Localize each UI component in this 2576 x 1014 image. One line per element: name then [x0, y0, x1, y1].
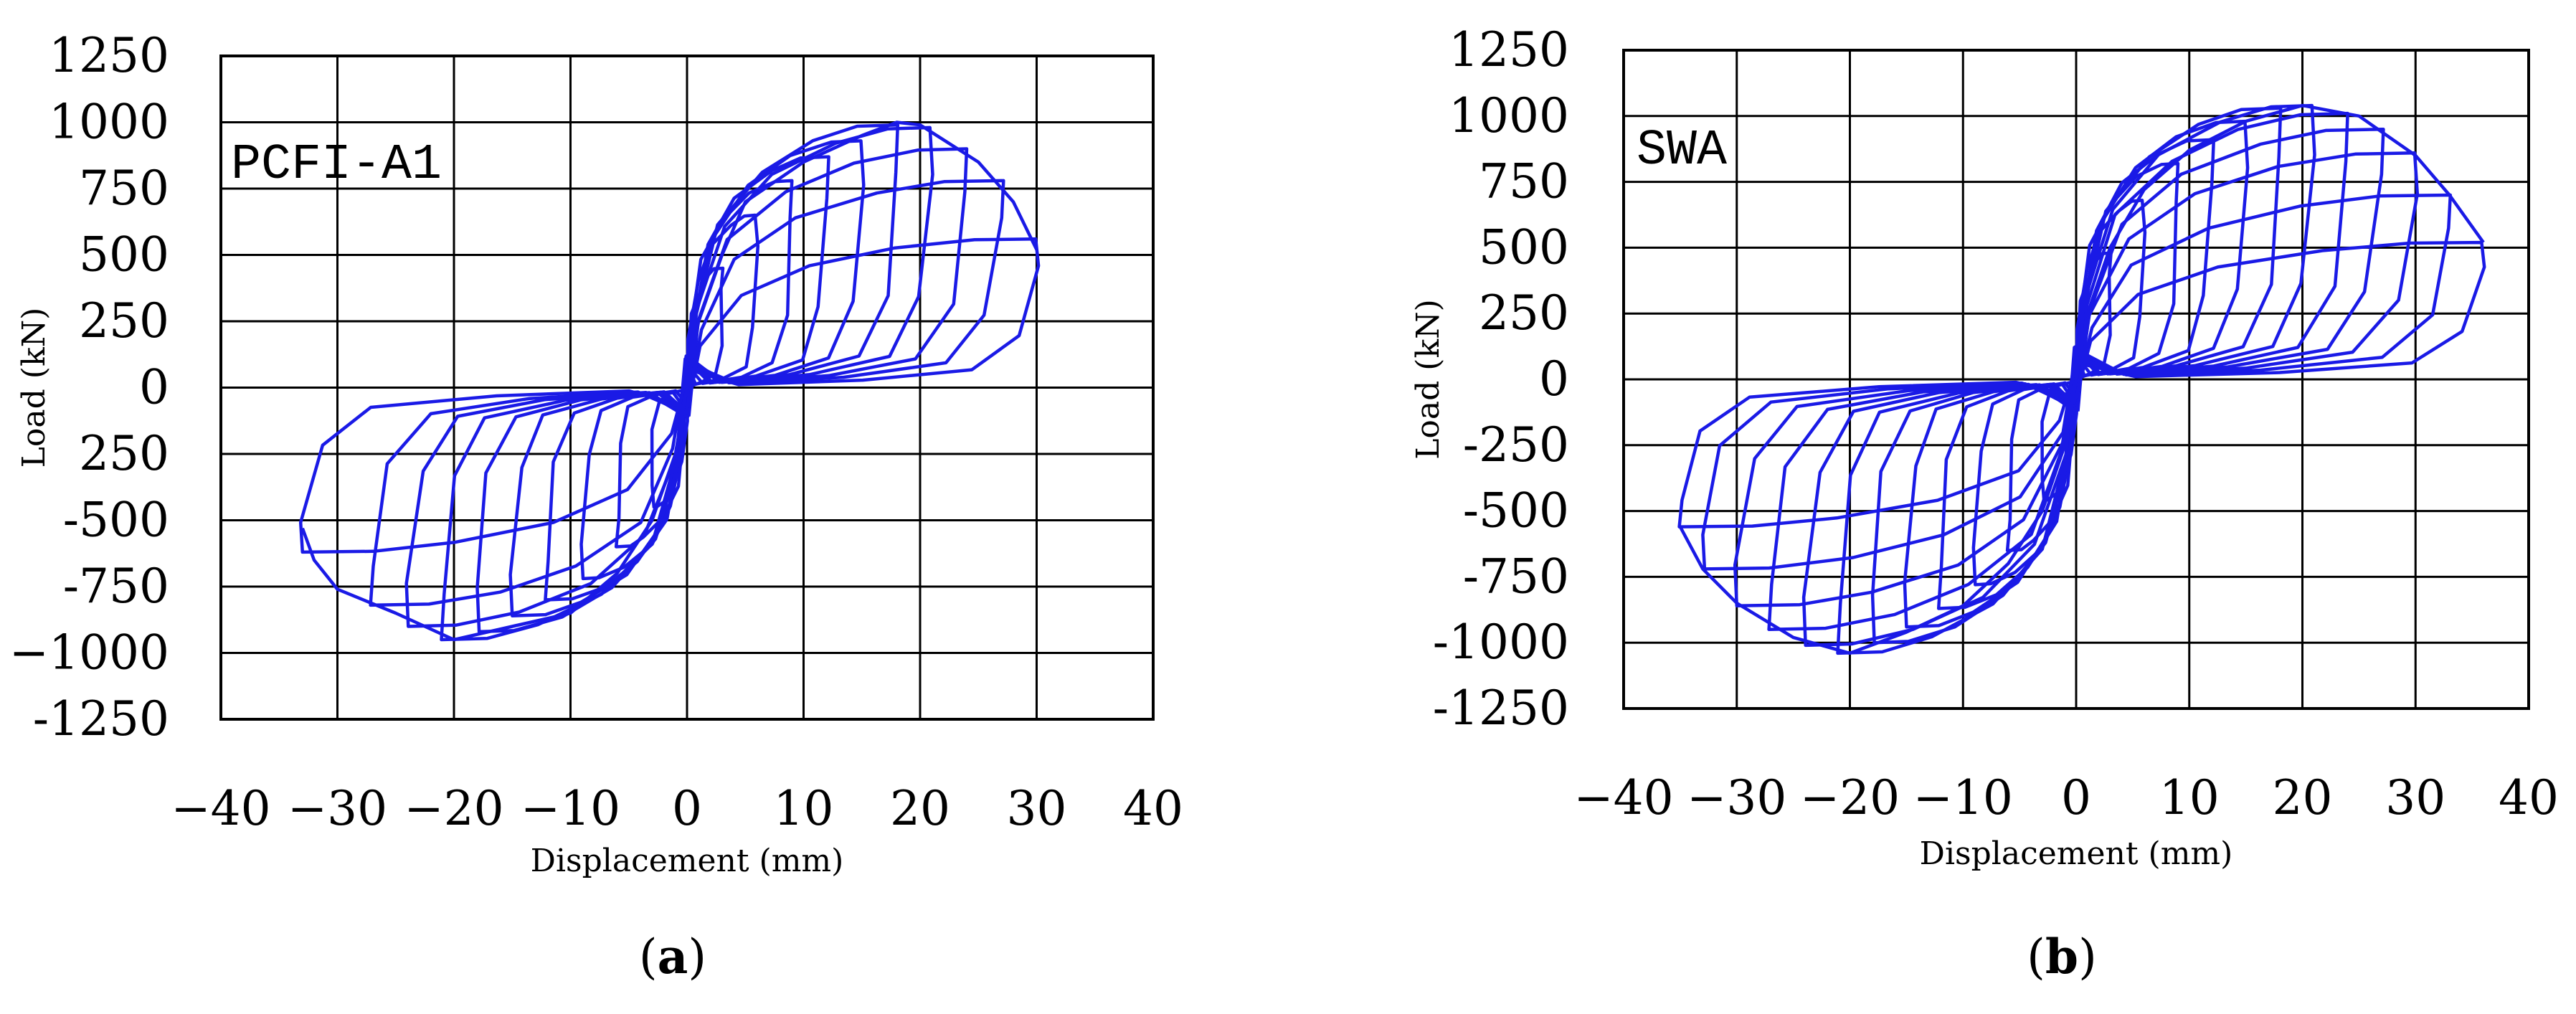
chart-a: 125010007505002500250-500-750−1000-1250−…: [9, 28, 1183, 985]
chart-b-y-tick-label: 1250: [1449, 22, 1569, 77]
chart-b-y-tick-label: 500: [1479, 219, 1569, 275]
chart-a-x-tick-label: −40: [171, 781, 270, 836]
chart-a-loops: [298, 120, 1041, 642]
chart-b-specimen-label: SWA: [1637, 123, 1727, 179]
chart-a-y-tick-label: 0: [139, 360, 169, 415]
chart-a-y-tick-label: 1000: [49, 95, 169, 150]
chart-b-y-tick-label: -500: [1463, 483, 1569, 539]
chart-b: 1250 1000 750 500 250 0 -250 -500 -750 -1000 -1250…: [1410, 22, 2559, 985]
chart-b-x-tick-label: 30: [2385, 770, 2445, 825]
chart-b-cycle-10: [1733, 151, 2420, 608]
chart-b-y-tick-label: 0: [1539, 351, 1569, 407]
chart-a-y-tick-label: -500: [63, 493, 169, 548]
chart-b-cycle-12: [1677, 240, 2486, 529]
chart-a-y-tick-label: -1250: [33, 691, 169, 747]
chart-b-cycle-8: [1801, 111, 2349, 648]
chart-b-x-tick-label: −40: [1573, 770, 1673, 825]
chart-a-y-tick-label: 1250: [49, 28, 169, 83]
chart-b-envelope-negative: [1678, 379, 2078, 655]
chart-a-cycle-8: [404, 147, 969, 628]
chart-a-y-tick-label: −1000: [9, 625, 169, 681]
chart-b-x-tick-label: 10: [2159, 770, 2220, 825]
chart-a-cycle-7: [440, 125, 934, 642]
chart-a-x-axis-label: Displacement (mm): [531, 843, 844, 879]
chart-b-x-tick-label: −20: [1800, 770, 1900, 825]
chart-b-x-tick-label: −30: [1687, 770, 1786, 825]
chart-a-x-tick-label: 0: [672, 781, 702, 836]
chart-b-loops: [1677, 103, 2486, 655]
chart-b-x-tick-label: 0: [2061, 770, 2091, 825]
chart-a-cycle-6: [475, 123, 900, 634]
chart-a-y-tick-label: 500: [79, 227, 169, 283]
chart-b-y-tick-label: -1250: [1433, 681, 1569, 736]
chart-b-y-tick-label: -1000: [1433, 615, 1569, 670]
chart-a-x-tick-label: 10: [774, 781, 834, 836]
chart-b-cycle-11: [1701, 193, 2453, 571]
chart-b-x-tick-label: −10: [1913, 770, 2013, 825]
chart-a-y-tick-label: 250: [79, 293, 169, 349]
chart-b-y-tick-label: -750: [1463, 549, 1569, 604]
chart-a-plot-frame: [219, 55, 1155, 721]
chart-b-cycle-7: [1836, 103, 2316, 655]
chart-b-envelope-positive: [2074, 103, 2485, 380]
chart-a-y-tick-label: 750: [79, 161, 169, 216]
chart-b-y-tick-label: 1000: [1449, 88, 1569, 143]
chart-a-specimen-label: PCFI-A1: [231, 137, 442, 194]
chart-b-panel-label: (b): [2027, 929, 2097, 985]
chart-b-x-tick-label: 20: [2273, 770, 2333, 825]
chart-b-y-tick-label: 750: [1479, 154, 1569, 209]
chart-a-y-tick-label: 250: [79, 426, 169, 481]
chart-b-x-tick-label: 40: [2499, 770, 2559, 825]
chart-a-x-tick-label: −20: [404, 781, 503, 836]
chart-b-plot-frame: [1622, 49, 2530, 710]
chart-a-panel-label: (a): [639, 929, 706, 985]
chart-a-x-tick-label: 30: [1007, 781, 1067, 836]
chart-a-envelope-negative: [300, 387, 689, 642]
chart-a-y-axis-label: Load (kN): [16, 308, 52, 468]
chart-a-x-tick-label: −10: [521, 781, 620, 836]
chart-a-x-tick-label: −30: [288, 781, 387, 836]
chart-b-y-tick-label: 250: [1479, 285, 1569, 341]
chart-b-y-axis-label: Load (kN): [1410, 299, 1446, 460]
chart-a-x-tick-label: 20: [890, 781, 950, 836]
chart-a-cycle-9: [369, 179, 1005, 607]
chart-b-y-tick-label: -250: [1463, 417, 1569, 473]
chart-b-x-axis-label: Displacement (mm): [1920, 835, 2233, 872]
chart-a-x-tick-label: 40: [1123, 781, 1183, 836]
chart-a-y-tick-label: -750: [63, 559, 169, 614]
chart-a-envelope-positive: [685, 120, 1038, 388]
chart-b-cycle-9: [1767, 127, 2385, 632]
